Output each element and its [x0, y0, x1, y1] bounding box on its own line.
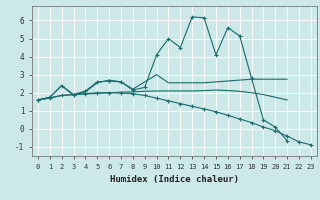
X-axis label: Humidex (Indice chaleur): Humidex (Indice chaleur): [110, 175, 239, 184]
